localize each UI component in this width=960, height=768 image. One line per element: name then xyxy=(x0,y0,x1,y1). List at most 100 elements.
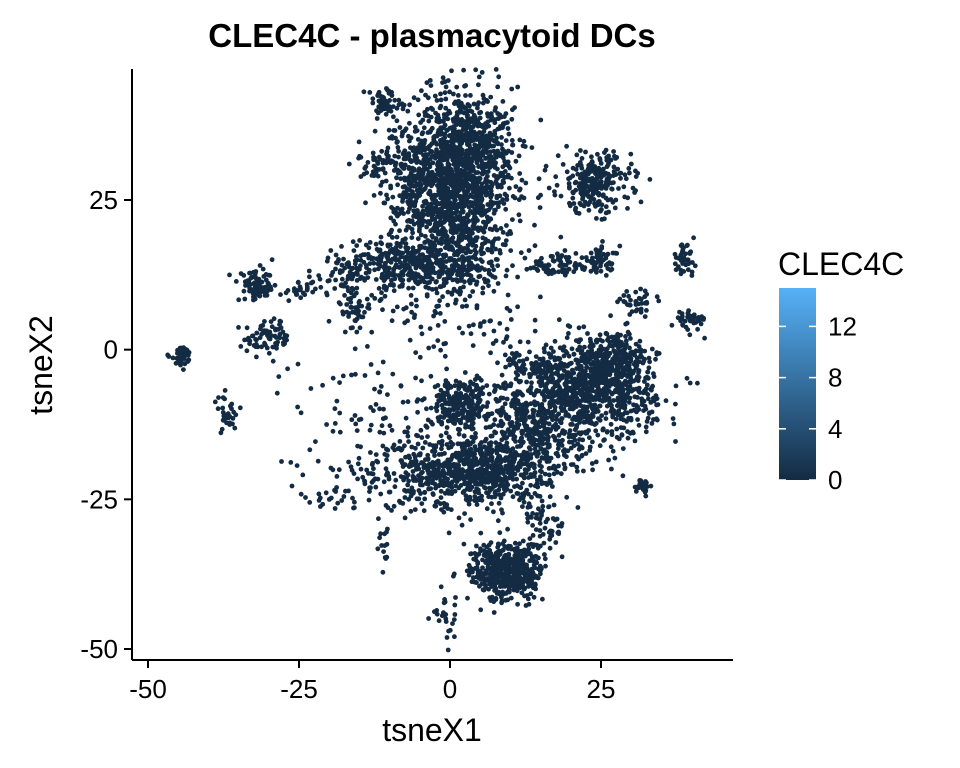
data-point xyxy=(535,195,541,201)
data-point xyxy=(464,148,470,154)
data-point xyxy=(636,348,642,354)
data-point xyxy=(440,75,446,81)
data-point xyxy=(407,120,412,126)
data-point xyxy=(415,409,420,415)
data-point xyxy=(469,163,475,169)
data-point xyxy=(580,407,586,413)
data-point xyxy=(600,388,606,393)
data-point xyxy=(298,295,304,301)
data-point xyxy=(596,416,601,421)
data-point xyxy=(579,165,585,171)
data-point xyxy=(505,120,510,125)
data-point xyxy=(610,357,616,362)
data-point xyxy=(625,206,630,211)
data-point xyxy=(324,258,330,264)
data-point xyxy=(346,314,351,319)
data-point xyxy=(655,402,661,407)
data-point xyxy=(473,191,479,196)
data-point xyxy=(383,111,389,117)
data-point xyxy=(377,93,382,98)
data-point xyxy=(247,270,252,276)
data-point xyxy=(433,256,439,261)
data-point xyxy=(675,255,681,261)
data-point xyxy=(473,256,479,262)
data-point xyxy=(616,390,622,395)
data-point xyxy=(695,380,700,386)
data-point xyxy=(471,237,476,243)
data-point xyxy=(388,259,394,265)
data-point xyxy=(508,248,514,254)
data-point xyxy=(484,383,490,388)
data-point xyxy=(507,165,513,171)
data-point xyxy=(584,172,589,178)
data-point xyxy=(352,346,358,352)
data-point xyxy=(406,225,412,230)
data-point xyxy=(584,258,590,263)
data-point xyxy=(502,158,507,164)
data-point xyxy=(416,193,422,199)
data-point xyxy=(166,354,172,359)
data-point xyxy=(527,349,532,355)
data-point xyxy=(625,352,631,358)
data-point xyxy=(492,389,497,394)
data-point xyxy=(459,408,465,414)
data-point xyxy=(529,380,534,386)
data-point xyxy=(417,211,423,217)
data-point xyxy=(438,222,444,228)
data-point xyxy=(460,123,465,129)
data-point xyxy=(419,88,424,94)
data-point xyxy=(416,112,422,118)
data-point xyxy=(403,454,408,460)
data-point xyxy=(608,421,614,427)
data-point xyxy=(257,263,263,268)
data-point xyxy=(455,185,461,190)
data-point xyxy=(587,444,593,450)
data-point xyxy=(456,144,462,150)
data-point xyxy=(613,416,619,422)
data-point xyxy=(572,263,578,269)
data-point xyxy=(467,132,473,137)
data-point xyxy=(440,252,446,258)
data-point xyxy=(510,494,516,500)
data-point xyxy=(515,274,520,280)
data-point xyxy=(605,197,611,203)
data-point xyxy=(272,282,278,288)
data-point xyxy=(653,356,658,362)
data-point xyxy=(610,412,616,418)
data-point xyxy=(482,161,488,167)
data-point xyxy=(612,379,617,384)
data-point xyxy=(252,271,258,276)
data-point xyxy=(428,83,434,88)
data-point xyxy=(417,263,423,268)
data-point xyxy=(406,277,412,283)
data-point xyxy=(546,271,551,277)
data-point xyxy=(399,161,404,167)
data-point xyxy=(567,200,572,206)
data-point xyxy=(462,400,468,405)
data-point xyxy=(238,271,244,276)
data-point xyxy=(594,216,599,221)
data-point xyxy=(617,243,623,249)
data-point xyxy=(507,185,512,191)
data-point xyxy=(636,422,642,428)
data-point xyxy=(183,348,189,354)
data-point xyxy=(622,172,628,178)
data-point xyxy=(428,228,434,234)
data-point xyxy=(459,168,465,174)
data-point xyxy=(651,371,656,376)
data-point xyxy=(488,205,493,210)
data-point xyxy=(558,234,564,240)
data-point xyxy=(618,404,624,410)
data-point xyxy=(588,161,593,167)
data-point xyxy=(564,376,569,381)
data-point xyxy=(561,353,567,359)
data-point xyxy=(554,370,560,376)
data-point xyxy=(364,296,370,302)
data-point xyxy=(468,192,473,198)
data-point xyxy=(608,262,614,267)
data-point xyxy=(625,302,630,307)
data-point xyxy=(641,408,646,413)
data-point xyxy=(626,293,631,299)
data-point xyxy=(673,401,678,407)
data-point xyxy=(254,354,259,360)
